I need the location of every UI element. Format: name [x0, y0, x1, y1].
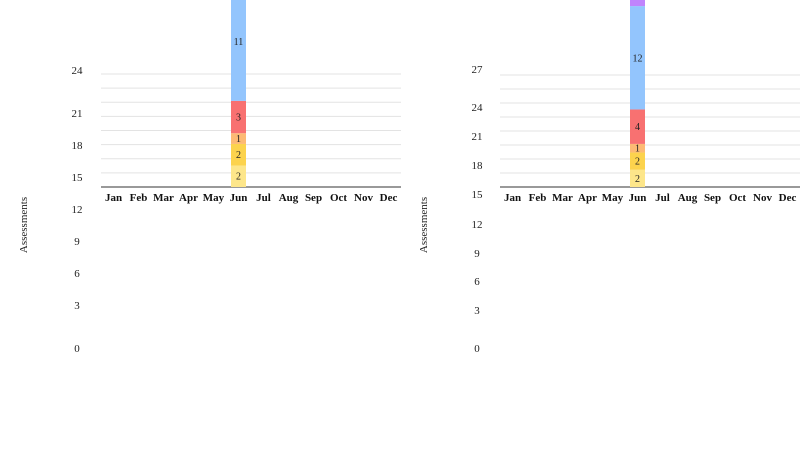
x-tick-label: Jun [629, 192, 647, 204]
x-tick-label: Aug [279, 192, 299, 204]
bar-segment [630, 169, 645, 187]
bar-segment [630, 109, 645, 144]
y-tick-label: 0 [74, 343, 80, 355]
y-axis-label: Assessments [418, 197, 430, 253]
bar-segment [231, 100, 246, 134]
y-tick-label: 3 [74, 300, 80, 312]
bar-segment-label: 2 [635, 174, 640, 185]
x-tick-label: Jun [230, 192, 248, 204]
x-tick-label: Feb [130, 192, 148, 204]
x-tick-label: May [203, 192, 225, 204]
bar-segment [630, 6, 645, 110]
x-tick-label: Dec [779, 192, 797, 204]
x-tick-label: Sep [305, 192, 322, 204]
x-tick-label: Oct [330, 192, 347, 204]
bar-segment-label: 1 [236, 134, 241, 145]
bar-segment-label: 3 [236, 113, 241, 124]
x-tick-label: Apr [179, 192, 198, 204]
bar-segment [630, 152, 645, 170]
y-tick-label: 6 [74, 268, 80, 280]
y-tick-label: 21 [72, 108, 83, 120]
x-tick-label: Aug [678, 192, 698, 204]
x-tick-label: Nov [354, 192, 373, 204]
y-tick-label: 27 [472, 64, 484, 76]
x-tick-label: Jul [655, 192, 670, 204]
bar-segment [630, 143, 645, 153]
y-tick-label: 24 [72, 65, 84, 77]
bar-segment-label: 1 [635, 144, 640, 155]
bar-segment [231, 133, 246, 144]
x-tick-label: May [602, 192, 624, 204]
bar-segment [231, 143, 246, 166]
y-tick-label: 9 [474, 248, 480, 260]
x-tick-label: Jan [105, 192, 122, 204]
bar-segment [630, 0, 645, 7]
x-tick-label: Mar [153, 192, 174, 204]
bar-segment-label: 2 [236, 150, 241, 161]
y-tick-label: 9 [74, 236, 80, 248]
x-tick-label: Mar [552, 192, 573, 204]
y-tick-label: 6 [474, 276, 480, 288]
bar-segment [231, 0, 246, 101]
x-tick-label: Feb [529, 192, 547, 204]
y-tick-label: 3 [474, 305, 480, 317]
y-tick-label: 18 [472, 160, 484, 172]
bar-segment [231, 165, 246, 187]
x-tick-label: Jul [256, 192, 271, 204]
x-tick-label: Sep [704, 192, 721, 204]
x-tick-label: Apr [578, 192, 597, 204]
y-tick-label: 24 [472, 102, 484, 114]
x-tick-label: Jan [504, 192, 521, 204]
bar-segment-label: 2 [236, 172, 241, 183]
y-tick-label: 15 [472, 189, 484, 201]
x-tick-label: Oct [729, 192, 746, 204]
y-tick-label: 21 [472, 131, 483, 143]
x-tick-label: Nov [753, 192, 772, 204]
bar-segment-label: 2 [635, 157, 640, 168]
y-tick-label: 0 [474, 343, 480, 355]
bar-segment-label: 4 [635, 122, 640, 133]
bar-segment-label: 12 [633, 53, 643, 64]
y-tick-label: 15 [72, 172, 84, 184]
y-tick-label: 18 [72, 140, 84, 152]
x-tick-label: Dec [380, 192, 398, 204]
y-axis-label: Assessments [18, 197, 30, 253]
bar-segment-label: 11 [234, 37, 244, 48]
y-tick-label: 12 [72, 204, 83, 216]
y-tick-label: 12 [472, 219, 483, 231]
